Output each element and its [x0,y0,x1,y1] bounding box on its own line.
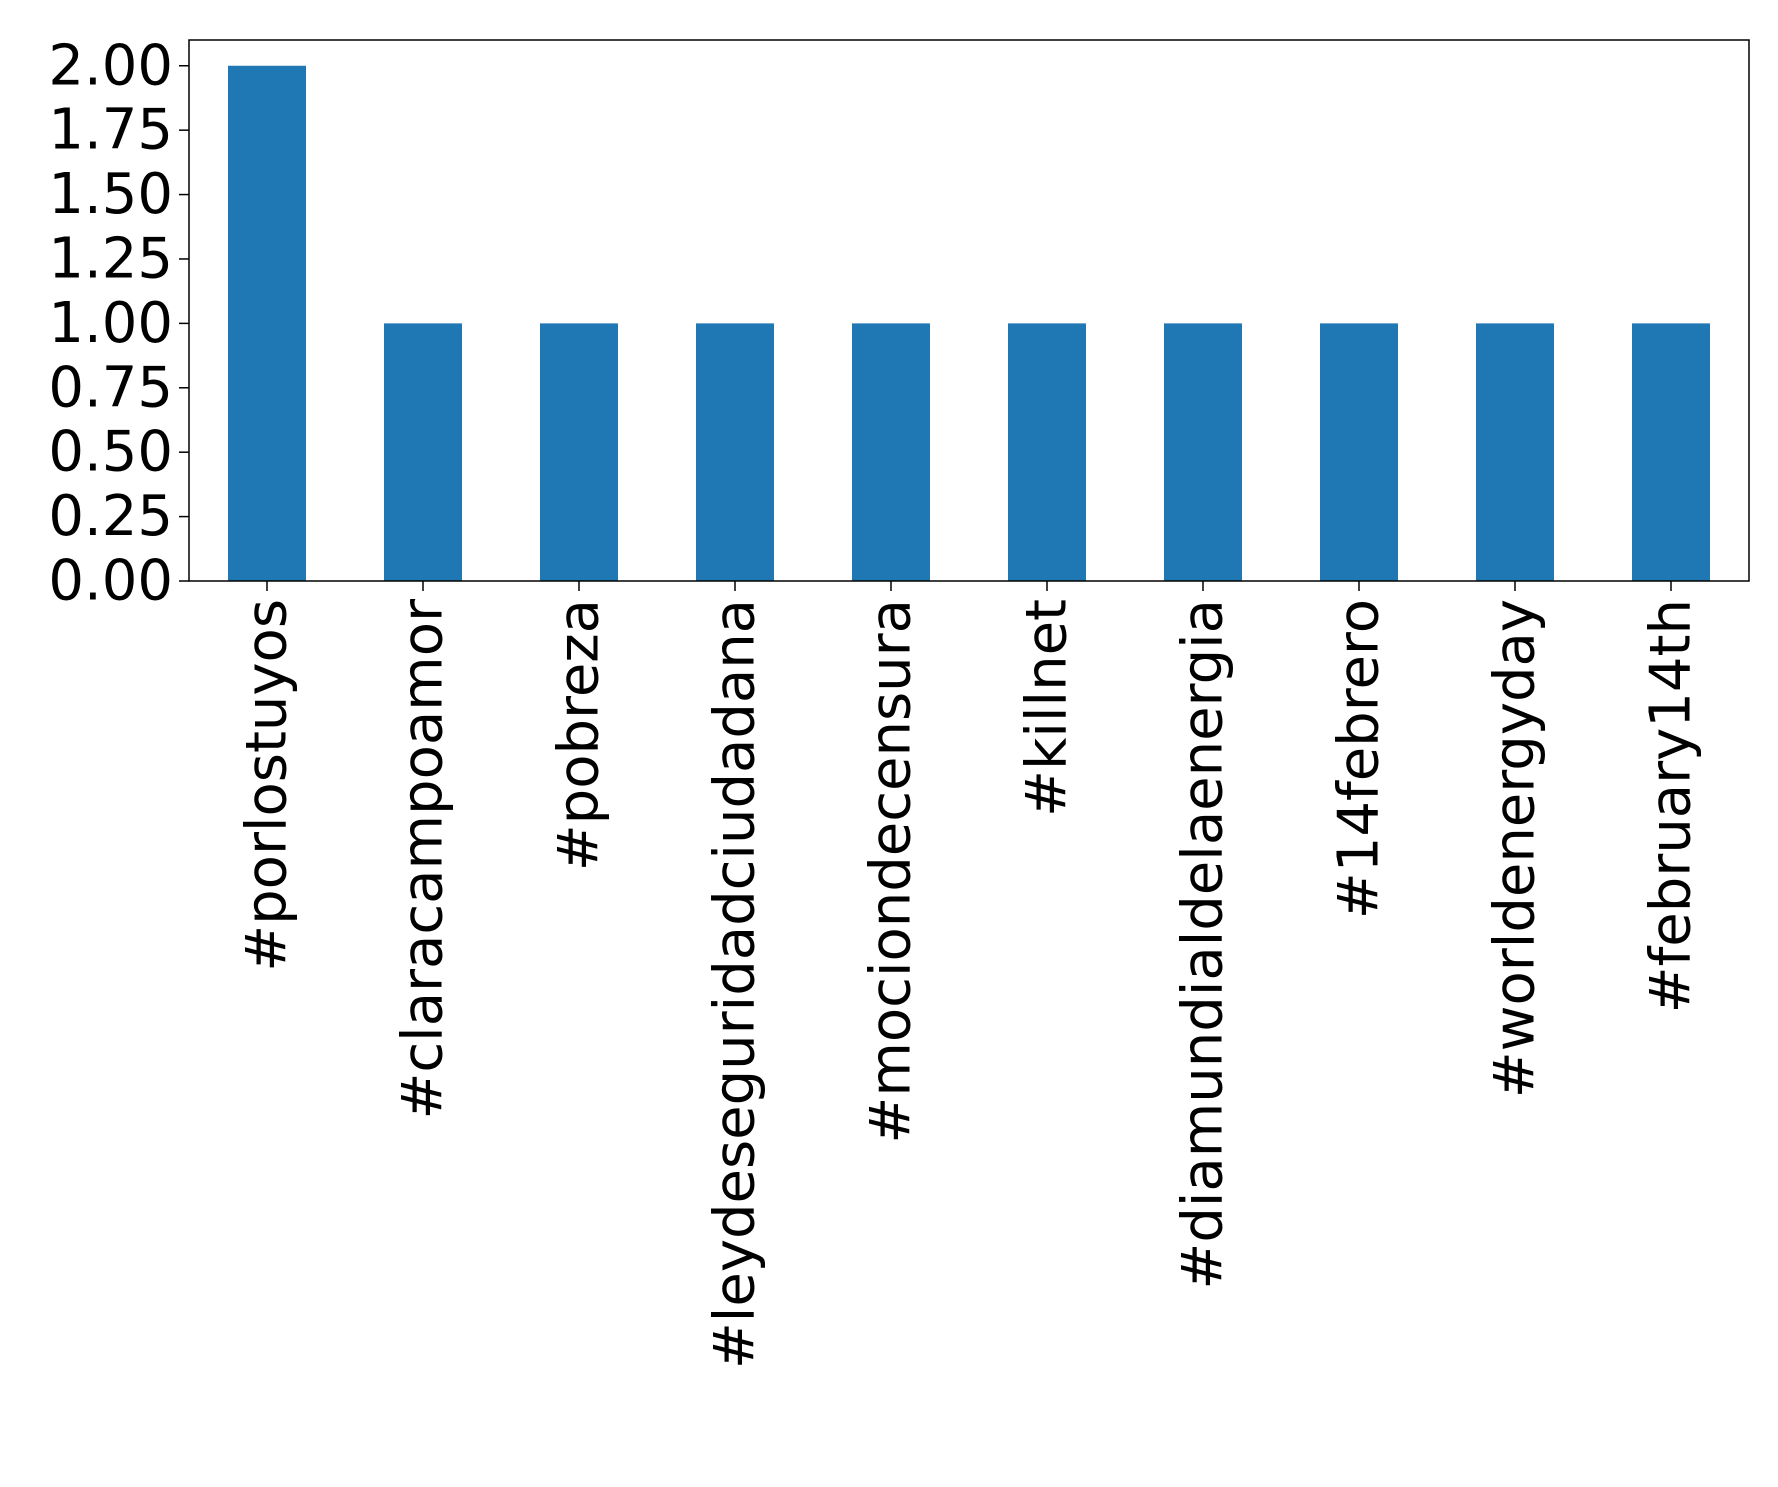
bar-pobreza [540,323,618,581]
x-tick-label: #february14th [1639,599,1704,1013]
y-tick-label: 0.25 [48,484,173,549]
y-tick-label: 0.75 [48,355,173,420]
plot-frame [188,39,1750,582]
bar-porlostuyos [228,65,306,581]
bar-leydeseguridadciudadana [696,323,774,581]
x-tick-label: #diamundialdelaenergia [1171,599,1236,1290]
bar-claracampoamor [384,323,462,581]
x-tick-label: #leydeseguridadciudadana [703,599,768,1369]
y-tick-label: 1.50 [48,162,173,227]
x-tick-label: #claracampoamor [391,598,456,1120]
x-tick-label: #porlostuyos [235,599,300,972]
y-tick-label: 2.00 [48,33,173,98]
bar-killnet [1008,323,1086,581]
y-tick-label: 1.25 [48,226,173,291]
x-tick-label: #14febrero [1327,599,1392,919]
x-tick-label: #mociondecensura [859,599,924,1144]
bar-mociondecensura [852,323,930,581]
y-tick-label: 1.00 [48,291,173,356]
bar-diamundialdelaenergia [1164,323,1242,581]
y-tick-label: 0.00 [48,549,173,614]
bar-14febrero [1320,323,1398,581]
x-tick-label: #worldenergyday [1483,599,1548,1098]
bar-february14th [1632,323,1710,581]
x-tick-label: #pobreza [547,599,612,871]
y-tick-label: 0.50 [48,420,173,485]
x-tick-label: #killnet [1015,599,1080,817]
y-tick-label: 1.75 [48,98,173,163]
x-axis-ticks: #porlostuyos #claracampoamor #pobreza #leyd… [235,581,1704,1369]
y-axis-ticks: 0.000.250.500.751.001.251.501.752.00 [48,33,189,614]
bar-worldenergyday [1476,323,1554,581]
bars-group [228,65,1710,581]
